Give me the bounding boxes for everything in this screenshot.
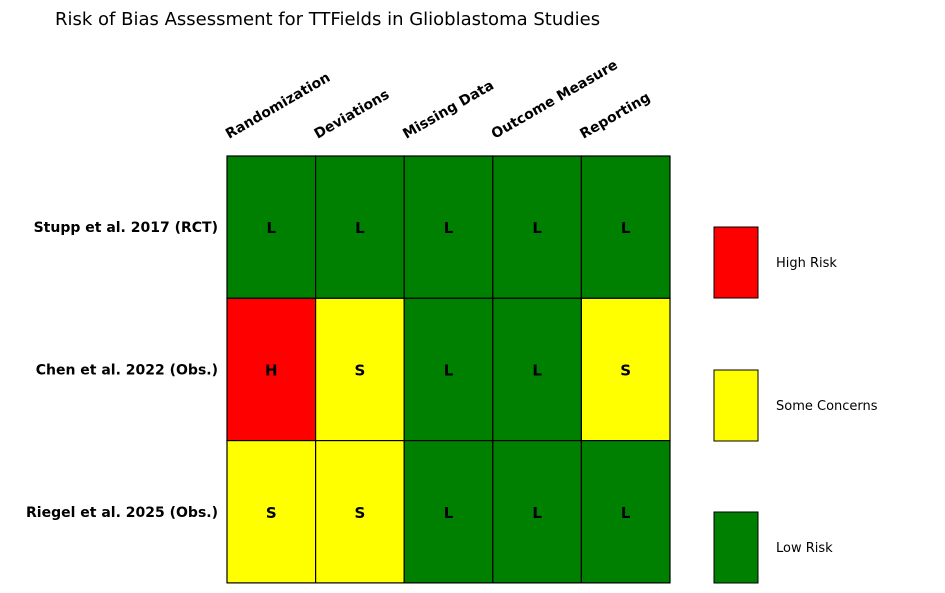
- cell-stupp-et-al-2017-rct-randomization: [226, 155, 317, 299]
- chart-title: Risk of Bias Assessment for TTFields in …: [55, 9, 600, 30]
- column-label-reporting: Reporting: [577, 89, 653, 142]
- legend-swatch-high-risk: [713, 226, 759, 299]
- cell-chen-et-al-2022-obs-reporting: [580, 297, 671, 442]
- cell-chen-et-al-2022-obs-missing-data: [403, 297, 494, 442]
- legend-label-low-risk: Low Risk: [776, 541, 833, 556]
- cell-stupp-et-al-2017-rct-missing-data: [403, 155, 494, 299]
- cell-rating-label: S: [620, 361, 631, 379]
- cell-rating-label: L: [355, 219, 365, 237]
- cell-rating-label: L: [444, 504, 454, 522]
- cell-rating-label: L: [444, 361, 454, 379]
- cell-rating-label: H: [265, 361, 278, 379]
- column-label-deviations: Deviations: [312, 87, 393, 143]
- row-label-riegel-et-al-2025-obs: Riegel et al. 2025 (Obs.): [26, 505, 218, 521]
- cell-stupp-et-al-2017-rct-outcome-measure: [492, 155, 582, 299]
- legend-label-high-risk: High Risk: [776, 256, 837, 271]
- cell-riegel-et-al-2025-obs-missing-data: [403, 440, 494, 584]
- cell-rating-label: L: [621, 504, 631, 522]
- legend-swatch-some-concerns: [713, 369, 759, 442]
- cell-riegel-et-al-2025-obs-reporting: [580, 440, 671, 584]
- cell-rating-label: L: [532, 219, 542, 237]
- heatmap-grid: L L L L L H S L L S S S L L L: [226, 155, 671, 584]
- cell-rating-label: S: [354, 504, 365, 522]
- cell-rating-label: L: [532, 504, 542, 522]
- cell-riegel-et-al-2025-obs-outcome-measure: [492, 440, 582, 584]
- legend-label-some-concerns: Some Concerns: [776, 399, 878, 414]
- cell-rating-label: L: [444, 219, 454, 237]
- cell-stupp-et-al-2017-rct-deviations: [315, 155, 405, 299]
- row-labels: Stupp et al. 2017 (RCT) Chen et al. 2022 …: [26, 220, 218, 521]
- cell-stupp-et-al-2017-rct-reporting: [580, 155, 671, 299]
- cell-rating-label: L: [621, 219, 631, 237]
- column-label-missing-data: Missing Data: [400, 77, 497, 142]
- cell-chen-et-al-2022-obs-randomization: [226, 297, 317, 442]
- cell-rating-label: L: [267, 219, 277, 237]
- legend: High Risk Some Concerns Low Risk: [713, 226, 878, 584]
- cell-riegel-et-al-2025-obs-deviations: [315, 440, 405, 584]
- cell-rating-label: S: [354, 361, 365, 379]
- cell-rating-label: L: [532, 361, 542, 379]
- row-label-chen-et-al-2022-obs: Chen et al. 2022 (Obs.): [36, 362, 218, 378]
- row-label-stupp-et-al-2017-rct: Stupp et al. 2017 (RCT): [34, 220, 218, 236]
- legend-swatch-low-risk: [713, 511, 759, 584]
- cell-rating-label: S: [266, 504, 277, 522]
